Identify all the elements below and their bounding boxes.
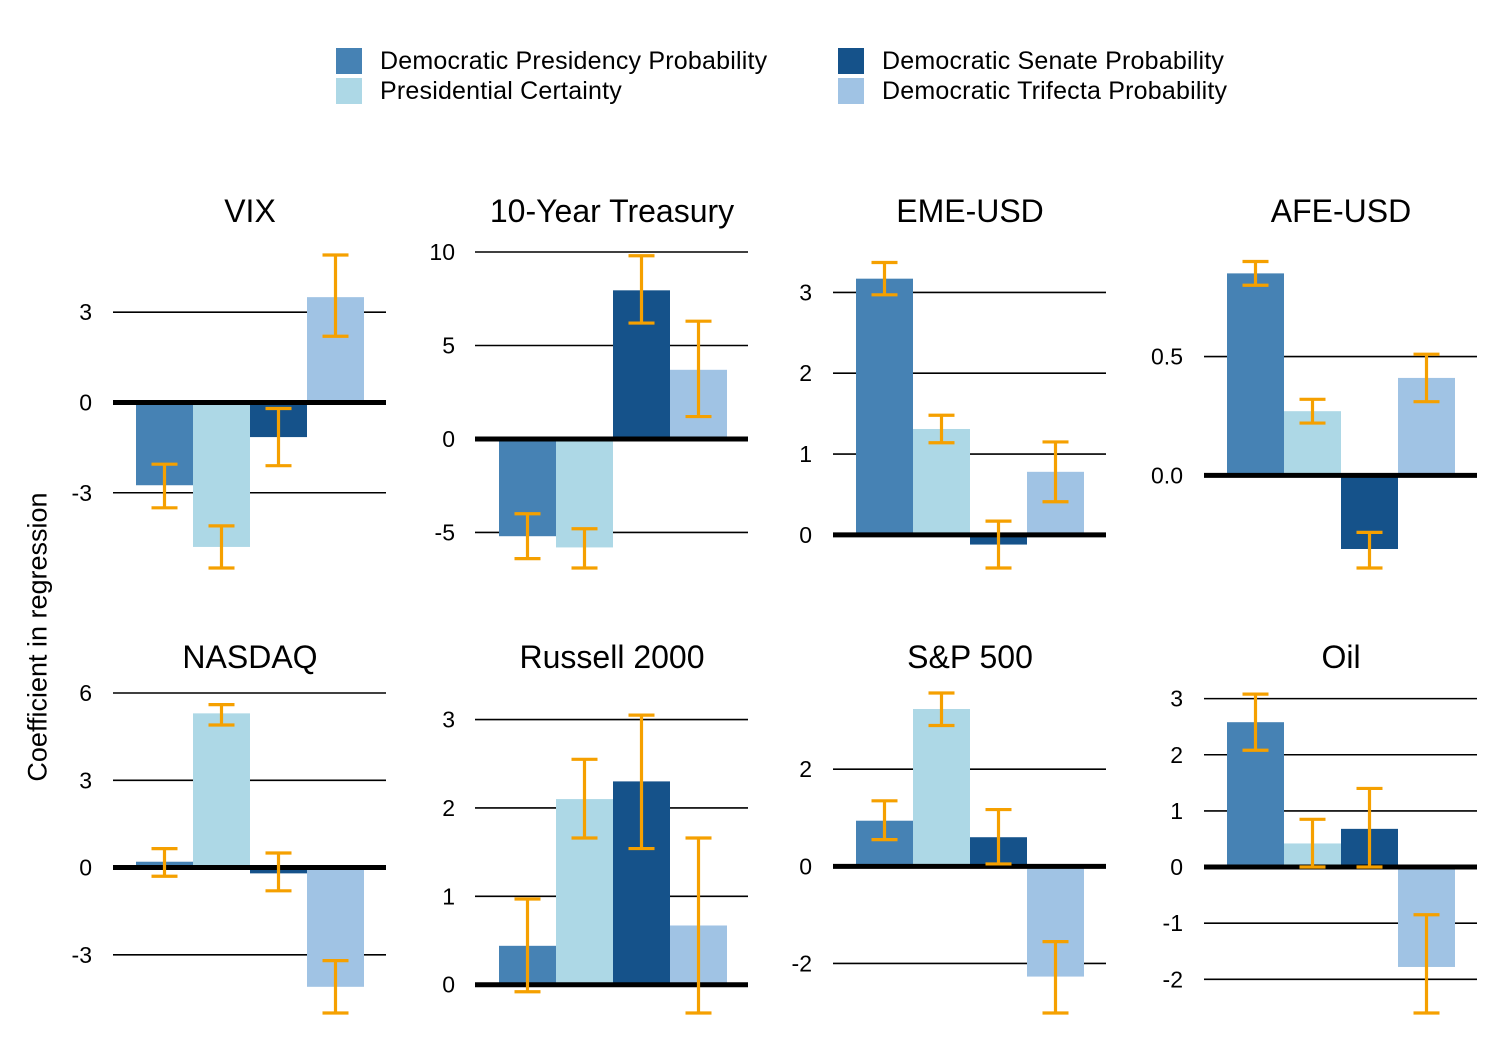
- bar: [193, 402, 250, 547]
- tick-label: 3: [442, 707, 455, 733]
- error-bar: [871, 799, 898, 842]
- tick-label: -5: [435, 519, 455, 545]
- error-bar: [514, 897, 541, 994]
- error-bar: [628, 713, 655, 851]
- panel-4: NASDAQ -3 0 3 6: [72, 639, 386, 1015]
- panel-6: S&P 500 -2 0 2: [792, 639, 1106, 1015]
- legend-item-presidency: Democratic Presidency Probability: [336, 46, 767, 76]
- panel-title: AFE-USD: [1271, 193, 1411, 229]
- error-bar: [1356, 786, 1383, 869]
- tick-label: 3: [79, 767, 92, 793]
- tick-label: 0: [442, 426, 455, 452]
- tick-label: -3: [72, 942, 92, 968]
- error-bar: [265, 406, 292, 468]
- tick-label: -2: [1163, 966, 1183, 992]
- tick-label: -3: [72, 480, 92, 506]
- tick-label: 1: [442, 883, 455, 909]
- legend-swatch-presidency: [336, 48, 362, 74]
- legend-swatch-senate: [838, 48, 864, 74]
- legend-item-senate: Democratic Senate Probability: [838, 46, 1224, 76]
- tick-label: 0.5: [1151, 344, 1183, 370]
- panel-3: AFE-USD 0.0 0.5: [1151, 193, 1477, 570]
- panel-title: S&P 500: [907, 639, 1033, 675]
- error-bar: [685, 319, 712, 419]
- error-bar: [1413, 352, 1440, 404]
- legend-item-trifecta: Democratic Trifecta Probability: [838, 76, 1227, 106]
- panel-5: Russell 2000 0 1 2 3: [442, 639, 748, 1015]
- tick-label: 0: [799, 522, 812, 548]
- error-bar: [1242, 692, 1269, 752]
- tick-label: 2: [442, 795, 455, 821]
- tick-label: 3: [1170, 686, 1183, 712]
- tick-label: 5: [442, 332, 455, 358]
- panel-1: 10-Year Treasury -5 0 5 10: [429, 193, 748, 570]
- bar: [913, 709, 970, 867]
- panel-2: EME-USD 0 1 2 3: [799, 193, 1106, 570]
- tick-label: -2: [792, 950, 812, 976]
- error-bar: [685, 836, 712, 1015]
- error-bar: [322, 253, 349, 338]
- legend-swatch-trifecta: [838, 78, 864, 104]
- tick-label: 2: [799, 360, 812, 386]
- error-bar: [1413, 913, 1440, 1015]
- legend-item-certainty: Presidential Certainty: [336, 76, 622, 106]
- error-bar: [514, 512, 541, 561]
- bar: [1227, 273, 1284, 476]
- tick-label: 2: [1170, 742, 1183, 768]
- error-bar: [208, 703, 235, 727]
- tick-label: 3: [799, 279, 812, 305]
- tick-label: 0: [79, 389, 92, 415]
- legend: Democratic Presidency Probability Democr…: [0, 0, 1500, 120]
- bar: [193, 713, 250, 868]
- error-bar: [1299, 817, 1326, 869]
- error-bar: [265, 851, 292, 893]
- tick-label: 10: [429, 239, 455, 265]
- bar: [856, 278, 913, 535]
- error-bar: [985, 519, 1012, 570]
- panel-title: EME-USD: [896, 193, 1044, 229]
- legend-swatch-certainty: [336, 78, 362, 104]
- legend-label-senate: Democratic Senate Probability: [882, 46, 1225, 75]
- panel-title: Russell 2000: [520, 639, 705, 675]
- legend-label-trifecta: Democratic Trifecta Probability: [882, 76, 1228, 105]
- error-bar: [985, 807, 1012, 866]
- error-bar: [571, 757, 598, 840]
- error-bar: [1356, 530, 1383, 570]
- error-bar: [151, 462, 178, 510]
- tick-label: 2: [799, 756, 812, 782]
- error-bar: [208, 524, 235, 570]
- error-bar: [628, 254, 655, 325]
- legend-label-certainty: Presidential Certainty: [380, 76, 623, 105]
- error-bar: [871, 260, 898, 297]
- tick-label: 1: [799, 441, 812, 467]
- tick-label: 0: [442, 972, 455, 998]
- error-bar: [1042, 440, 1069, 504]
- panel-title: VIX: [224, 193, 276, 229]
- tick-label: 0: [1170, 854, 1183, 880]
- panel-0: VIX -3 0 3: [72, 193, 386, 570]
- legend-label-presidency: Democratic Presidency Probability: [380, 46, 768, 75]
- bar: [913, 428, 970, 535]
- tick-label: 0: [79, 855, 92, 881]
- error-bar: [928, 413, 955, 445]
- error-bar: [928, 691, 955, 728]
- tick-label: 0.0: [1151, 462, 1183, 488]
- tick-label: 0: [799, 853, 812, 879]
- panel-title: Oil: [1321, 639, 1360, 675]
- tick-label: 1: [1170, 798, 1183, 824]
- error-bar: [571, 527, 598, 570]
- error-bar: [1242, 259, 1269, 287]
- tick-label: 3: [79, 299, 92, 325]
- panel-7: Oil -2 -1 0 1 2 3: [1163, 639, 1477, 1015]
- tick-label: -1: [1163, 910, 1183, 936]
- error-bar: [151, 847, 178, 878]
- tick-label: 6: [79, 680, 92, 706]
- error-bar: [1042, 940, 1069, 1015]
- panel-title: 10-Year Treasury: [490, 193, 734, 229]
- error-bar: [1299, 397, 1326, 425]
- panel-title: NASDAQ: [182, 639, 317, 675]
- error-bar: [322, 959, 349, 1015]
